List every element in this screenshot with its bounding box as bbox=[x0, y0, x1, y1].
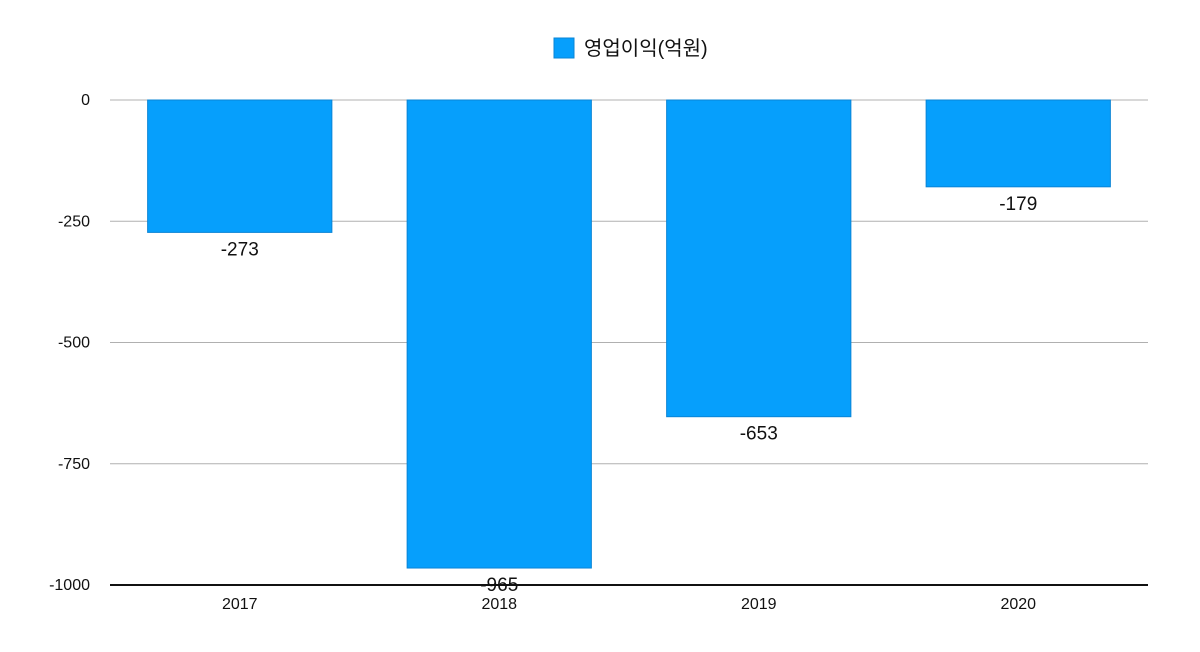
data-labels: -273-965-653-179 bbox=[221, 194, 1038, 596]
bar-2018 bbox=[406, 99, 592, 569]
legend: 영업이익(억원) bbox=[553, 37, 708, 60]
legend-swatch bbox=[553, 37, 575, 59]
data-label: -179 bbox=[999, 194, 1037, 215]
x-axis-ticks: 2017 2018 2019 2020 bbox=[222, 596, 1036, 613]
legend-label: 영업이익(억원) bbox=[584, 37, 708, 60]
bar-2017 bbox=[147, 99, 333, 233]
y-tick-label: -500 bbox=[58, 335, 90, 352]
data-label: -273 bbox=[221, 239, 259, 260]
y-tick-label: -250 bbox=[58, 213, 90, 230]
y-tick-label: -1000 bbox=[49, 577, 90, 594]
x-tick-label: 2018 bbox=[481, 596, 517, 613]
bars bbox=[147, 99, 1111, 569]
y-tick-label: -750 bbox=[58, 456, 90, 473]
y-axis-ticks: 0 -250 -500 -750 -1000 bbox=[49, 92, 90, 594]
x-tick-label: 2017 bbox=[222, 596, 258, 613]
bar-2020 bbox=[925, 99, 1111, 188]
x-tick-label: 2019 bbox=[741, 596, 777, 613]
y-tick-label: 0 bbox=[81, 92, 90, 109]
x-tick-label: 2020 bbox=[1000, 596, 1036, 613]
data-label: -653 bbox=[740, 424, 778, 445]
bar-2019 bbox=[666, 99, 852, 418]
